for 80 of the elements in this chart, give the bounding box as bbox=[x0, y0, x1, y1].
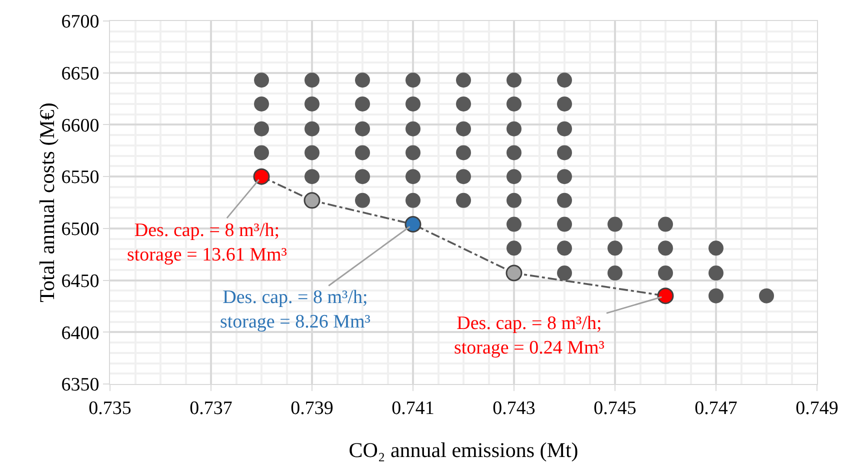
point bbox=[708, 240, 724, 256]
point bbox=[456, 192, 471, 208]
point bbox=[658, 240, 673, 256]
point bbox=[253, 168, 270, 185]
x-tick-label: 0.745 bbox=[594, 398, 636, 419]
point bbox=[304, 96, 320, 112]
point bbox=[557, 240, 572, 256]
point bbox=[355, 169, 370, 184]
point bbox=[355, 96, 370, 112]
point bbox=[456, 72, 471, 88]
y-tick-label: 6700 bbox=[61, 12, 100, 33]
point bbox=[657, 288, 674, 304]
point bbox=[658, 216, 673, 232]
point bbox=[404, 216, 422, 233]
point bbox=[759, 288, 774, 304]
x-axis-title: CO₂ annual emissions (Mt) bbox=[348, 438, 578, 462]
point bbox=[355, 121, 370, 136]
point bbox=[406, 169, 420, 184]
point bbox=[254, 96, 269, 112]
point bbox=[608, 240, 622, 256]
point bbox=[658, 266, 673, 281]
point bbox=[708, 266, 724, 281]
x-tick-label: 0.741 bbox=[392, 398, 434, 419]
point bbox=[304, 72, 320, 88]
point bbox=[406, 145, 420, 160]
point bbox=[406, 121, 420, 136]
x-tick-label: 0.739 bbox=[290, 398, 334, 419]
point bbox=[506, 240, 522, 256]
point bbox=[506, 72, 522, 88]
point bbox=[304, 121, 320, 136]
point bbox=[708, 288, 724, 304]
point bbox=[557, 96, 572, 112]
point bbox=[355, 145, 370, 160]
y-tick-label: 6400 bbox=[61, 322, 100, 344]
point bbox=[254, 145, 269, 160]
annotation: Des. cap. = 8 m³/h; storage = 0.24 Mm³ bbox=[454, 313, 605, 359]
point bbox=[557, 121, 572, 136]
point bbox=[456, 169, 471, 184]
y-tick-label: 6600 bbox=[61, 115, 100, 136]
point bbox=[254, 121, 269, 136]
point bbox=[557, 72, 572, 88]
point bbox=[406, 192, 420, 208]
y-tick-label: 6650 bbox=[61, 64, 100, 85]
point bbox=[456, 121, 471, 136]
x-tick-label: 0.749 bbox=[796, 398, 838, 419]
y-axis-title: Total annual costs (M€) bbox=[35, 102, 60, 302]
y-tick-label: 6350 bbox=[61, 374, 100, 396]
point bbox=[557, 192, 572, 208]
point bbox=[456, 145, 471, 160]
point bbox=[304, 169, 320, 184]
point bbox=[506, 145, 522, 160]
point bbox=[608, 216, 622, 232]
point bbox=[506, 121, 522, 136]
point bbox=[506, 264, 522, 282]
point bbox=[406, 72, 420, 88]
point bbox=[406, 96, 420, 112]
point bbox=[557, 216, 572, 232]
point bbox=[355, 72, 370, 88]
point bbox=[456, 96, 471, 112]
point bbox=[355, 192, 370, 208]
point bbox=[557, 169, 572, 184]
point bbox=[608, 266, 622, 281]
point bbox=[506, 192, 522, 208]
y-tick-label: 6450 bbox=[61, 270, 100, 292]
x-tick-label: 0.743 bbox=[492, 398, 536, 419]
point bbox=[304, 145, 320, 160]
point bbox=[304, 192, 320, 209]
x-tick-label: 0.747 bbox=[694, 398, 738, 419]
annotation: Des. cap. = 8 m³/h; storage = 8.26 Mm³ bbox=[220, 287, 371, 333]
y-tick-label: 6500 bbox=[61, 219, 100, 240]
point bbox=[506, 96, 522, 112]
point bbox=[506, 169, 522, 184]
point bbox=[506, 216, 522, 232]
point bbox=[557, 145, 572, 160]
point bbox=[557, 266, 572, 281]
x-tick-label: 0.735 bbox=[88, 398, 132, 419]
point bbox=[254, 72, 269, 88]
x-tick-label: 0.737 bbox=[190, 398, 232, 419]
y-tick-label: 6550 bbox=[61, 167, 100, 188]
annotation: Des. cap. = 8 m³/h; storage = 13.61 Mm³ bbox=[127, 220, 288, 266]
